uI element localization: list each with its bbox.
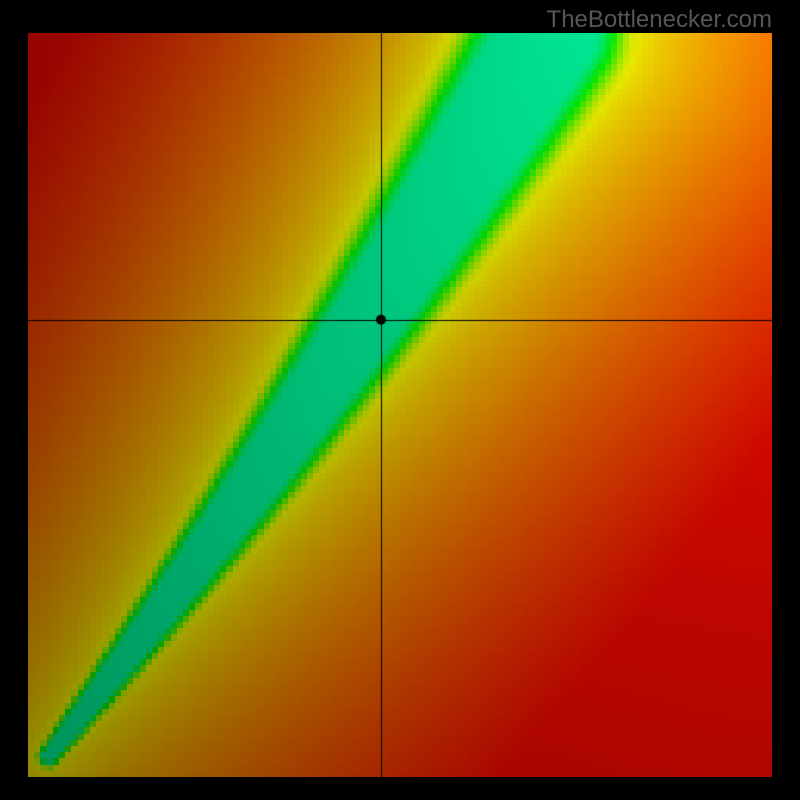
crosshair-overlay: [28, 33, 772, 777]
chart-container: TheBottlenecker.com: [0, 0, 800, 800]
watermark-text: TheBottlenecker.com: [547, 6, 772, 34]
